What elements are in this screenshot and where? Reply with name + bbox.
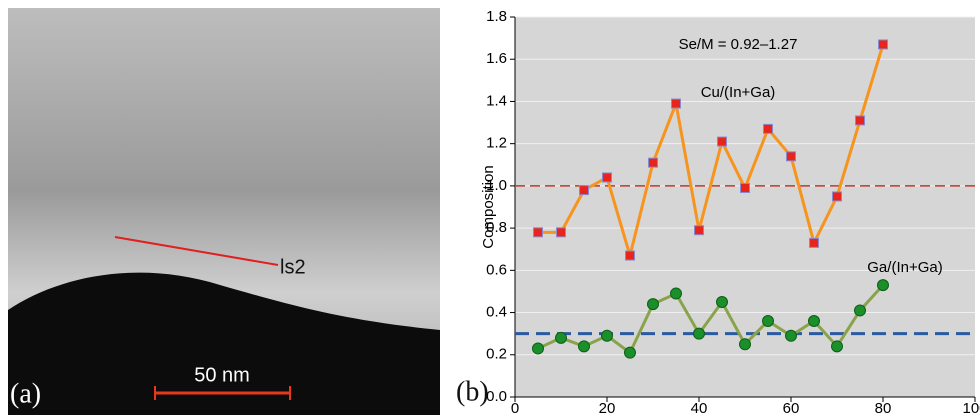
marker bbox=[831, 340, 843, 353]
marker bbox=[832, 191, 842, 202]
marker bbox=[762, 315, 774, 327]
x-tick-label: 0 bbox=[511, 400, 519, 415]
marker bbox=[739, 338, 751, 351]
marker bbox=[854, 304, 866, 317]
x-tick-label: 80 bbox=[875, 400, 892, 415]
marker bbox=[877, 279, 889, 292]
marker bbox=[878, 39, 888, 50]
marker bbox=[601, 329, 613, 342]
marker bbox=[579, 185, 589, 196]
x-tick-label: 20 bbox=[599, 400, 616, 415]
y-axis-label: Composition bbox=[480, 165, 497, 248]
scale-bar-label: 50 nm bbox=[194, 364, 250, 386]
marker bbox=[808, 315, 820, 327]
image-panel: ls2 50 nm (a) bbox=[8, 8, 440, 415]
marker bbox=[532, 342, 544, 355]
marker bbox=[694, 225, 704, 236]
y-tick-label: 1.4 bbox=[486, 92, 507, 109]
y-tick-label: 0.6 bbox=[486, 261, 507, 278]
marker bbox=[670, 287, 682, 300]
marker bbox=[533, 227, 543, 238]
marker bbox=[556, 227, 566, 238]
y-tick-label: 0.4 bbox=[486, 304, 507, 321]
marker bbox=[671, 98, 681, 109]
x-tick-label: 60 bbox=[783, 400, 800, 415]
y-tick-label: 0.2 bbox=[486, 346, 507, 363]
marker bbox=[855, 115, 865, 126]
y-tick-label: 1.0 bbox=[486, 177, 507, 194]
marker bbox=[578, 340, 590, 353]
series-line bbox=[537, 284, 885, 355]
marker bbox=[763, 123, 773, 134]
x-tick-label: 40 bbox=[691, 400, 708, 415]
line-scan bbox=[114, 236, 279, 266]
x-tick-label: 100 bbox=[962, 400, 980, 415]
y-tick-label: 1.6 bbox=[486, 50, 507, 67]
annotation: Se/M = 0.92–1.27 bbox=[679, 36, 798, 53]
marker bbox=[693, 327, 705, 340]
series-label: Cu/(In+Ga) bbox=[701, 84, 776, 101]
line-label: ls2 bbox=[280, 256, 306, 278]
y-tick-label: 1.2 bbox=[486, 135, 507, 152]
series-label: Ga/(In+Ga) bbox=[867, 259, 942, 276]
marker bbox=[602, 172, 612, 183]
marker bbox=[624, 346, 636, 359]
y-tick-label: 0.0 bbox=[486, 388, 507, 405]
marker bbox=[785, 329, 797, 342]
marker bbox=[717, 136, 727, 147]
marker bbox=[647, 298, 659, 311]
y-tick-label: 0.8 bbox=[486, 219, 507, 236]
panel-label: (a) bbox=[10, 378, 41, 409]
marker bbox=[716, 296, 728, 308]
marker bbox=[555, 331, 567, 344]
y-tick-label: 1.8 bbox=[486, 8, 507, 25]
series-line bbox=[538, 44, 885, 262]
marker bbox=[809, 237, 819, 248]
marker bbox=[625, 250, 635, 261]
marker bbox=[786, 151, 796, 162]
marker bbox=[648, 157, 658, 168]
marker bbox=[740, 183, 750, 193]
panel-label: (b) bbox=[456, 376, 489, 407]
dark-region bbox=[8, 272, 440, 415]
